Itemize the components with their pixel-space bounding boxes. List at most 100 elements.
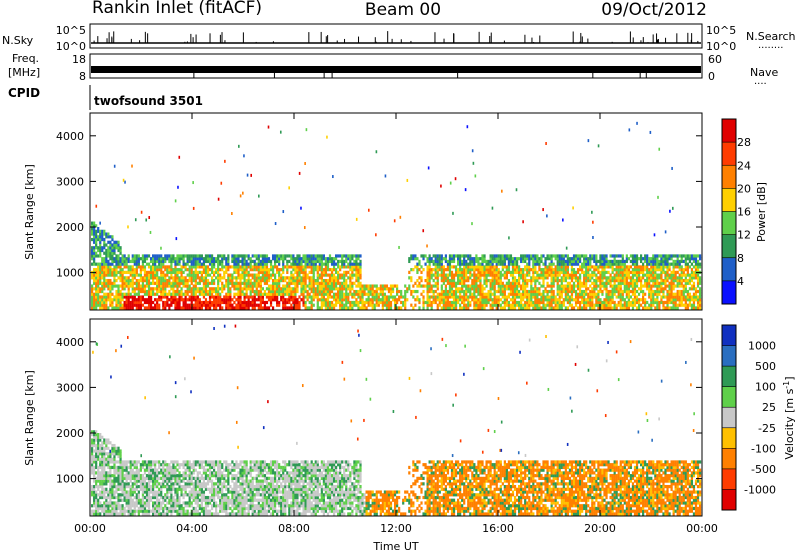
echo-cell	[687, 268, 689, 271]
echo-cell	[498, 284, 500, 287]
echo-cell	[477, 274, 479, 277]
echo-cell	[278, 284, 280, 287]
echo-cell	[660, 287, 662, 290]
echo-cell	[418, 301, 420, 304]
echo-cell	[296, 265, 298, 268]
echo-cell	[327, 290, 329, 293]
echo-cell	[107, 284, 109, 287]
echo-cell	[235, 279, 237, 282]
echo-cell	[372, 293, 374, 296]
echo-cell	[640, 268, 642, 271]
echo-cell	[382, 306, 384, 309]
echo-cell	[587, 268, 589, 271]
echo-cell	[311, 295, 313, 298]
echo-cell	[630, 301, 632, 304]
echo-cell	[107, 306, 109, 309]
echo-cell	[412, 284, 414, 287]
echo-cell	[260, 279, 262, 282]
echo-cell	[221, 298, 223, 301]
echo-cell	[353, 268, 355, 271]
echo-cell	[624, 282, 626, 285]
echo-cell	[205, 290, 207, 293]
echo-cell	[311, 298, 313, 301]
echo-cell	[347, 298, 349, 301]
echo-cell	[221, 276, 223, 279]
echo-cell	[506, 304, 508, 307]
echo-cell	[178, 276, 180, 279]
echo-cell	[205, 298, 207, 301]
echo-cell	[538, 257, 540, 260]
echo-cell	[256, 290, 258, 293]
echo-cell	[343, 298, 345, 301]
colorbar-tick-label: 20	[737, 182, 751, 195]
echo-cell	[91, 447, 93, 450]
echo-cell	[124, 284, 126, 287]
echo-cell	[109, 249, 111, 252]
echo-cell	[675, 265, 677, 268]
echo-cell	[99, 449, 101, 452]
echo-cell	[103, 284, 105, 287]
echo-cell	[164, 254, 166, 257]
echo-cell	[624, 265, 626, 268]
echo-cell	[355, 271, 357, 274]
echo-cell	[117, 265, 119, 268]
echo-cell	[130, 268, 132, 271]
echo-cell	[620, 254, 622, 257]
echo-cell	[145, 218, 147, 221]
echo-cell	[612, 263, 614, 266]
echo-cell	[215, 295, 217, 298]
echo-cell	[699, 301, 701, 304]
echo-cell	[628, 290, 630, 293]
echo-cell	[614, 254, 616, 257]
echo-cell	[563, 290, 565, 293]
echo-cell	[152, 290, 154, 293]
echo-cell	[428, 166, 430, 169]
echo-cell	[514, 268, 516, 271]
echo-cell	[91, 493, 93, 496]
echo-cell	[284, 254, 286, 257]
echo-cell	[542, 208, 544, 211]
echo-cell	[325, 287, 327, 290]
echo-cell	[640, 254, 642, 257]
echo-cell	[317, 276, 319, 279]
echo-cell	[315, 263, 317, 266]
echo-cell	[620, 268, 622, 271]
echo-cell	[105, 301, 107, 304]
echo-cell	[481, 263, 483, 266]
echo-cell	[119, 260, 121, 263]
echo-cell	[339, 254, 341, 257]
echo-cell	[660, 265, 662, 268]
echo-cell	[138, 306, 140, 309]
echo-cell	[302, 268, 304, 271]
echo-cell	[685, 274, 687, 277]
echo-cell	[455, 301, 457, 304]
echo-cell	[549, 298, 551, 301]
echo-cell	[284, 298, 286, 301]
echo-cell	[435, 282, 437, 285]
echo-cell	[302, 254, 304, 257]
echo-cell	[599, 290, 601, 293]
echo-cell	[187, 284, 189, 287]
echo-cell	[93, 512, 95, 515]
echo-cell	[264, 265, 266, 268]
echo-cell	[286, 265, 288, 268]
echo-cell	[97, 444, 99, 447]
echo-cell	[569, 298, 571, 301]
echo-cell	[380, 298, 382, 301]
echo-cell	[671, 167, 673, 170]
echo-cell	[152, 265, 154, 268]
echo-cell	[305, 263, 307, 266]
echo-cell	[510, 293, 512, 296]
echo-cell	[504, 276, 506, 279]
echo-cell	[490, 298, 492, 301]
echo-cell	[528, 274, 530, 277]
echo-cell	[99, 290, 101, 293]
echo-cell	[630, 295, 632, 298]
echo-cell	[172, 279, 174, 282]
echo-cell	[496, 254, 498, 257]
echo-cell	[95, 466, 97, 469]
echo-cell	[331, 279, 333, 282]
echo-cell	[124, 282, 126, 285]
echo-cell	[307, 295, 309, 298]
echo-cell	[315, 254, 317, 257]
